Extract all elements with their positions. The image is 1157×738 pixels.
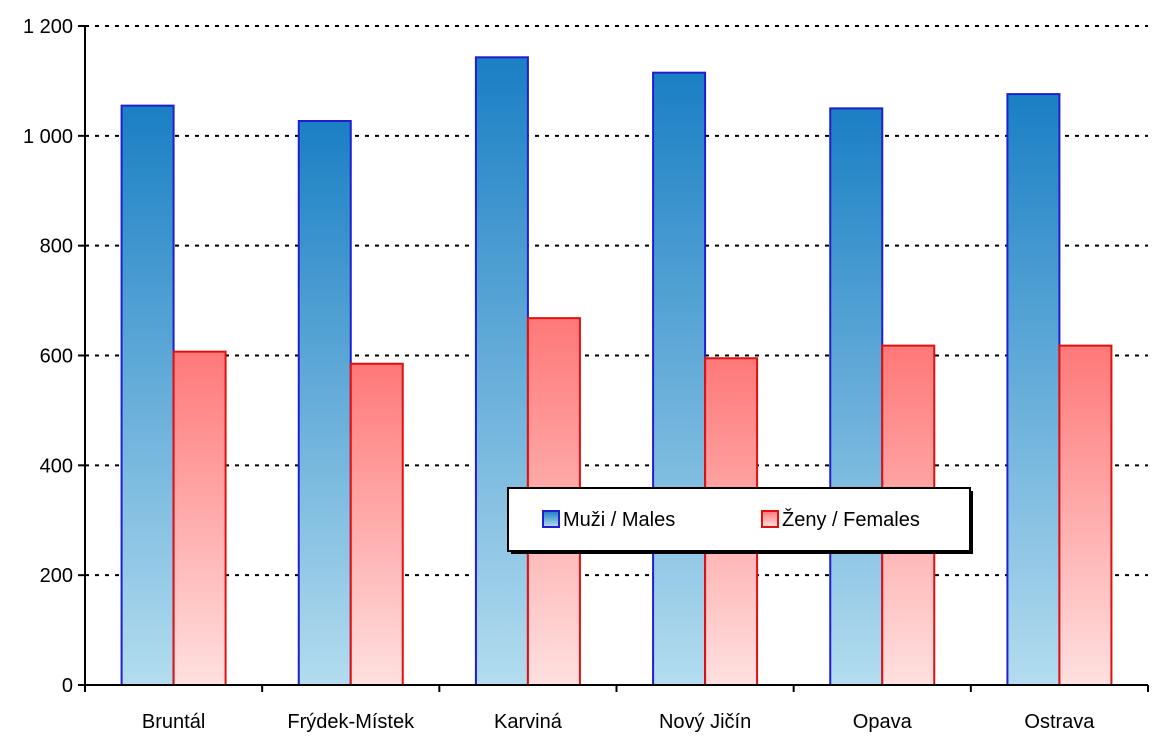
legend-swatch-females <box>761 510 779 528</box>
bar-females-6 <box>1058 344 1113 686</box>
y-tick-label: 1 200 <box>23 16 73 38</box>
x-tick-label: Opava <box>853 711 913 733</box>
y-tick-label: 600 <box>40 346 73 368</box>
bar-males-2 <box>297 120 352 686</box>
bar-males-1 <box>120 104 175 687</box>
y-tick-label: 200 <box>40 565 73 587</box>
bar-males-5 <box>829 107 884 686</box>
gridlines <box>85 25 1148 577</box>
legend-label-males: Muži / Males <box>563 509 675 531</box>
y-tick-label: 800 <box>40 236 73 258</box>
legend-label-females: Ženy / Females <box>782 508 920 531</box>
bar-females-1 <box>172 350 227 686</box>
x-tick-label: Karviná <box>494 711 563 733</box>
bar-males-6 <box>1006 93 1061 686</box>
y-tick-label: 400 <box>40 455 73 477</box>
x-tick-label: Ostrava <box>1024 711 1095 733</box>
legend-swatch-males <box>542 510 560 528</box>
legend-box <box>507 487 971 552</box>
y-tick-label: 0 <box>62 675 73 697</box>
axes: 0 200 400 600 800 1 000 1 200 Bruntál Frýdek-Mís… <box>23 16 1149 733</box>
y-tick-label: 1 000 <box>23 126 73 148</box>
bar-males-4 <box>652 71 707 687</box>
bar-females-2 <box>349 362 404 686</box>
x-tick-label: Bruntál <box>142 711 205 733</box>
x-tick-label: Frýdek-Místek <box>287 711 415 733</box>
legend: Muži / Males Ženy / Females <box>507 487 973 554</box>
x-tick-label: Nový Jičín <box>659 711 751 733</box>
bar-males-3 <box>474 56 529 687</box>
bars <box>120 56 1113 687</box>
